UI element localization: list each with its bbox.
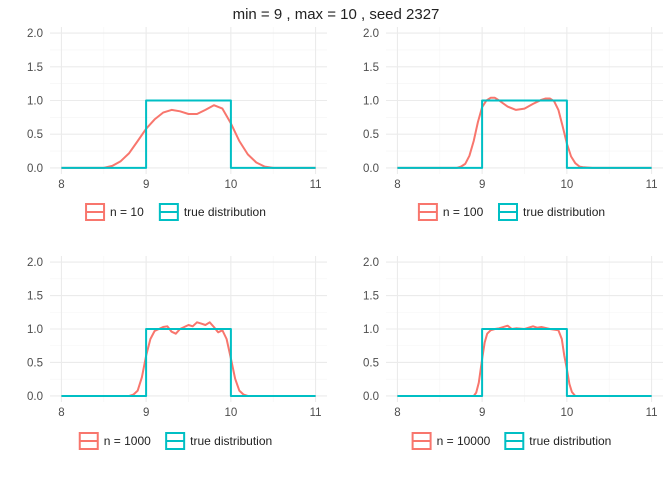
y-tick-label: 1.5 [363, 291, 379, 303]
x-tick-label: 8 [394, 407, 400, 419]
density-line-true [61, 99, 316, 169]
x-tick-label: 9 [479, 407, 485, 419]
y-tick-label: 2.0 [27, 257, 43, 269]
x-tick-label: 11 [310, 407, 322, 419]
panel-4: 8 9 10 11 0.0 0.5 1.0 1.5 2.0 n = 10000 true distr… [363, 256, 663, 450]
x-tick-label: 10 [560, 407, 573, 419]
y-tick-label: 0.0 [27, 391, 43, 403]
density-line-sample [397, 96, 652, 169]
y-tick-label: 1.0 [27, 96, 43, 108]
density-line-true [397, 328, 652, 397]
legend: n = 10 true distribution [85, 203, 266, 221]
x-tick-label: 11 [310, 179, 322, 191]
x-tick-label: 10 [224, 179, 237, 191]
panel-2: 8 9 10 11 0.0 0.5 1.0 1.5 2.0 n = 100 true distrib… [363, 27, 663, 221]
x-tick-label: 10 [224, 407, 237, 419]
legend-label: n = 100 [443, 205, 484, 219]
y-tick-label: 2.0 [363, 257, 379, 269]
x-tick-label: 11 [646, 407, 658, 419]
y-tick-label: 2.0 [363, 28, 379, 40]
x-tick-label: 10 [560, 179, 573, 191]
legend: n = 1000 true distribution [78, 432, 272, 450]
legend-label: n = 10000 [437, 434, 491, 448]
legend: n = 100 true distribution [417, 203, 605, 221]
panel-1: 8 9 10 11 0.0 0.5 1.0 1.5 2.0 n = 10 true distribu… [27, 27, 327, 221]
density-line-sample [61, 104, 316, 169]
legend-label: true distribution [529, 434, 611, 448]
y-tick-label: 0.5 [27, 129, 43, 141]
x-tick-label: 9 [143, 407, 149, 419]
legend-label: true distribution [523, 205, 605, 219]
density-line-true [397, 99, 652, 169]
y-tick-label: 1.0 [27, 324, 43, 336]
y-tick-label: 1.0 [363, 96, 379, 108]
legend-label: n = 1000 [104, 434, 151, 448]
density-line-true [61, 328, 316, 397]
y-tick-label: 1.5 [27, 62, 43, 74]
y-tick-label: 1.5 [27, 291, 43, 303]
y-tick-label: 1.0 [363, 324, 379, 336]
legend-label: true distribution [190, 434, 272, 448]
y-tick-label: 0.5 [363, 357, 379, 369]
panel-3: 8 9 10 11 0.0 0.5 1.0 1.5 2.0 n = 1000 true distri… [27, 256, 327, 450]
y-tick-label: 0.0 [27, 163, 43, 175]
x-tick-label: 11 [646, 179, 658, 191]
x-tick-label: 8 [394, 179, 400, 191]
y-tick-label: 0.5 [27, 357, 43, 369]
y-tick-label: 0.5 [363, 129, 379, 141]
chart-title: min = 9 , max = 10 , seed 2327 [233, 6, 440, 23]
legend-label: true distribution [184, 205, 266, 219]
y-tick-label: 0.0 [363, 391, 379, 403]
y-tick-label: 2.0 [27, 28, 43, 40]
legend: n = 10000 true distribution [411, 432, 611, 450]
y-tick-label: 1.5 [363, 62, 379, 74]
x-tick-label: 9 [143, 179, 149, 191]
y-tick-label: 0.0 [363, 163, 379, 175]
x-tick-label: 8 [58, 179, 64, 191]
panels: 8 9 10 11 0.0 0.5 1.0 1.5 2.0 n = 10 true distribu… [27, 27, 663, 450]
x-tick-label: 9 [479, 179, 485, 191]
legend-label: n = 10 [110, 205, 144, 219]
x-tick-label: 8 [58, 407, 64, 419]
